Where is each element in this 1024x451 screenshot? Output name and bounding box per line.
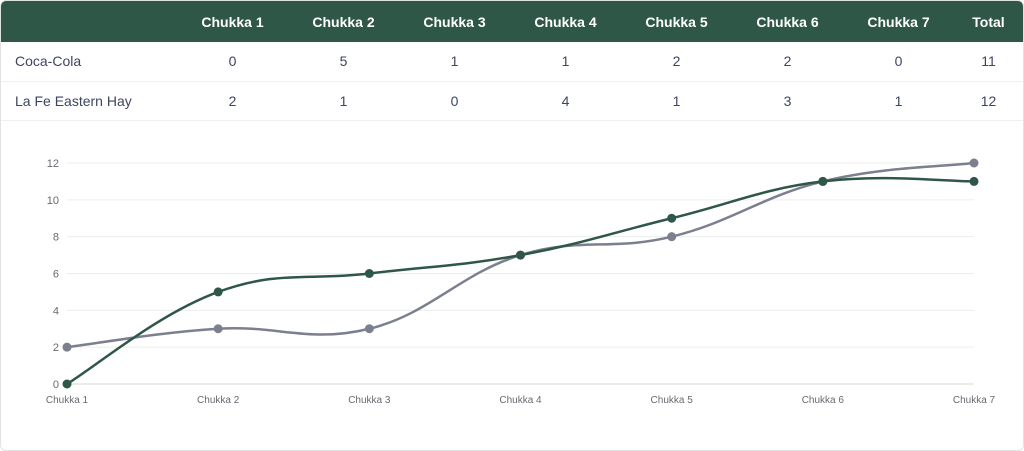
data-point bbox=[969, 176, 979, 186]
x-tick-label: Chukka 4 bbox=[499, 395, 542, 406]
score-cell: 0 bbox=[228, 53, 237, 70]
total-cell: 11 bbox=[981, 53, 996, 70]
data-point bbox=[818, 176, 828, 186]
header-chukka-7: Chukka 7 bbox=[867, 13, 930, 30]
score-cell: 3 bbox=[783, 92, 792, 109]
data-point bbox=[62, 379, 72, 389]
y-tick-label: 4 bbox=[53, 305, 59, 317]
data-point bbox=[667, 232, 677, 242]
total-cell: 12 bbox=[980, 92, 997, 109]
data-point bbox=[364, 324, 374, 334]
header-chukka-3: Chukka 3 bbox=[423, 13, 486, 30]
data-point bbox=[516, 250, 525, 260]
table-row: La Fe Eastern Hay 2 1 0 4 1 3 1 12 bbox=[1, 81, 1023, 120]
team-name: Coca-Cola bbox=[15, 53, 82, 70]
score-cell: 0 bbox=[450, 92, 459, 109]
team-name: La Fe Eastern Hay bbox=[15, 92, 132, 109]
score-cell: 1 bbox=[561, 53, 570, 70]
score-cell: 2 bbox=[783, 53, 792, 70]
data-point bbox=[364, 269, 374, 278]
score-table: Chukka 1 Chukka 2 Chukka 3 Chukka 4 Chuk… bbox=[1, 1, 1023, 121]
y-tick-label: 0 bbox=[53, 379, 59, 391]
x-tick-label: Chukka 2 bbox=[197, 395, 240, 406]
x-tick-label: Chukka 1 bbox=[46, 395, 89, 406]
header-team bbox=[1, 1, 177, 42]
data-point bbox=[213, 324, 223, 334]
table-header-row: Chukka 1 Chukka 2 Chukka 3 Chukka 4 Chuk… bbox=[1, 1, 1023, 42]
x-tick-label: Chukka 7 bbox=[953, 395, 996, 406]
data-point bbox=[667, 213, 677, 223]
score-cell: 1 bbox=[894, 92, 903, 109]
header-chukka-1: Chukka 1 bbox=[201, 13, 264, 30]
series-line-2 bbox=[66, 176, 975, 386]
header-chukka-4: Chukka 4 bbox=[534, 13, 597, 30]
x-tick-label: Chukka 3 bbox=[348, 395, 391, 406]
x-tick-label: Chukka 6 bbox=[802, 395, 845, 406]
table-row: Coca-Cola 0 5 1 1 2 2 0 11 bbox=[1, 42, 1023, 81]
score-cell: 0 bbox=[894, 53, 903, 70]
y-tick-label: 10 bbox=[47, 195, 59, 207]
data-point bbox=[213, 287, 223, 297]
y-tick-label: 6 bbox=[53, 269, 59, 281]
score-cell: 2 bbox=[228, 92, 237, 109]
score-cell: 4 bbox=[561, 92, 570, 109]
y-tick-label: 8 bbox=[53, 232, 59, 244]
header-chukka-5: Chukka 5 bbox=[645, 13, 708, 30]
header-chukka-2: Chukka 2 bbox=[312, 13, 375, 30]
header-total: Total bbox=[972, 13, 1005, 30]
score-cell: 5 bbox=[339, 53, 348, 70]
data-point bbox=[62, 342, 72, 352]
score-cell: 2 bbox=[672, 53, 681, 70]
score-cell: 1 bbox=[450, 53, 459, 70]
y-tick-label: 2 bbox=[53, 342, 59, 354]
score-cell: 1 bbox=[672, 92, 681, 109]
chart-container: 0 2 4 6 8 10 12 Chukka 1 Chukka 2 Chukka 3 Chukka … bbox=[1, 147, 1023, 447]
line-chart: 0 2 4 6 8 10 12 Chukka 1 Chukka 2 Chukka 3 Chukka … bbox=[46, 158, 996, 406]
x-tick-label: Chukka 5 bbox=[651, 395, 694, 406]
header-chukka-6: Chukka 6 bbox=[756, 13, 819, 30]
data-point bbox=[969, 158, 979, 168]
y-tick-label: 12 bbox=[47, 158, 59, 170]
score-cell: 1 bbox=[339, 92, 348, 109]
